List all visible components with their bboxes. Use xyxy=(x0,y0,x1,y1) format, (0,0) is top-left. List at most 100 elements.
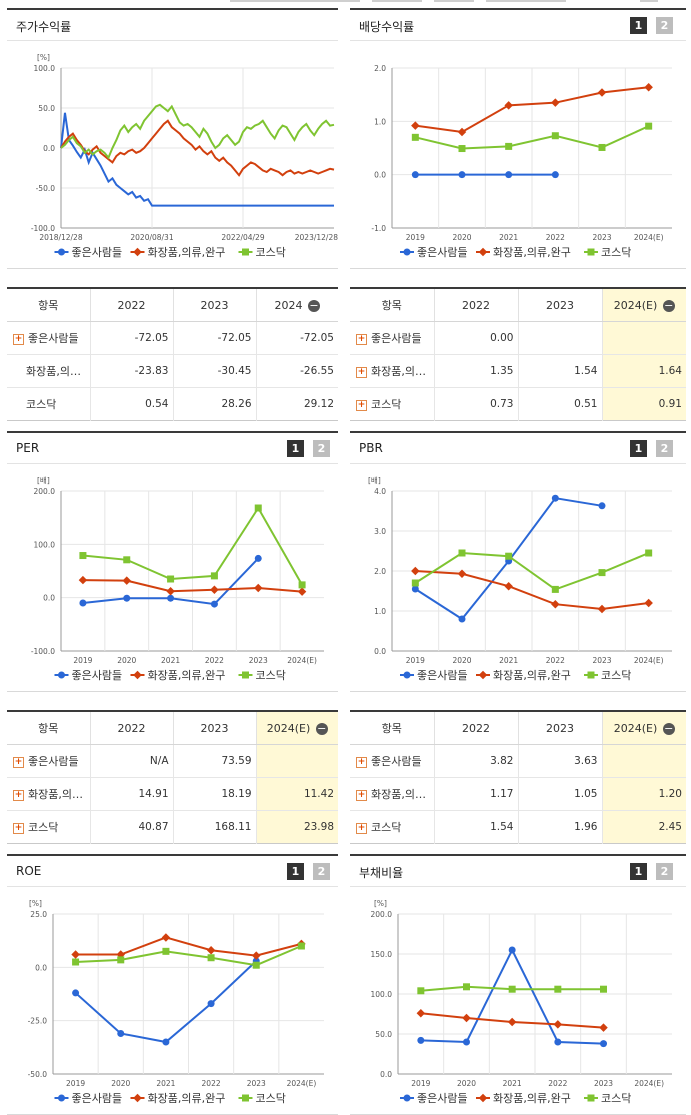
data-point xyxy=(505,552,513,560)
x-tick-label: 2020 xyxy=(457,1079,476,1088)
value-cell xyxy=(601,321,686,355)
header-item: 항목 xyxy=(7,711,90,745)
data-point xyxy=(462,1013,471,1023)
legend-label: 코스닥 xyxy=(256,669,286,682)
row-label: 화장품,의… xyxy=(28,788,83,801)
y-tick-label: 1.0 xyxy=(374,607,386,616)
x-tick-label: 2021 xyxy=(499,656,518,665)
value-cell: 1.96 xyxy=(517,810,602,844)
data-point xyxy=(457,127,467,137)
row-label: 화장품,의… xyxy=(26,365,81,378)
top-tab-segment[interactable] xyxy=(486,0,566,2)
row-name-cell: + 좋은사람들 xyxy=(7,744,90,778)
value-cell: N/A xyxy=(89,744,173,778)
data-point xyxy=(505,142,513,150)
series-line xyxy=(60,103,335,160)
data-point xyxy=(597,88,607,97)
top-tab-segment[interactable] xyxy=(230,0,360,2)
expand-plus-icon[interactable]: + xyxy=(356,399,367,411)
view-1-button[interactable]: 1 xyxy=(287,440,304,457)
value-cell: 29.12 xyxy=(255,387,338,421)
expand-plus-icon[interactable]: + xyxy=(13,789,24,801)
view-1-button[interactable]: 1 xyxy=(630,17,647,34)
y-tick-label: 150.0 xyxy=(371,950,393,959)
collapse-column-icon[interactable]: − xyxy=(308,298,320,312)
y-tick-label: 100.0 xyxy=(371,990,393,999)
legend-marker xyxy=(403,1094,411,1102)
data-point xyxy=(644,82,653,92)
x-tick-label: 2020 xyxy=(452,233,471,242)
legend-item: 코스닥 xyxy=(584,669,631,682)
legend-marker xyxy=(133,247,142,257)
expand-plus-icon[interactable]: + xyxy=(356,789,367,801)
top-tab-segment[interactable] xyxy=(434,0,474,2)
y-tick-label: 100.0 xyxy=(34,64,56,73)
per-table: 항목 2022 2023 2024(E) − + 좋은사람들 N/A 73.59 … xyxy=(7,710,338,844)
data-point xyxy=(458,171,466,179)
data-point xyxy=(551,132,559,140)
data-point xyxy=(210,585,219,594)
value-cell: 18.19 xyxy=(172,777,256,811)
x-tick-label: 2018/12/28 xyxy=(39,233,82,242)
header-year: 2023 xyxy=(172,711,256,745)
collapse-column-icon[interactable]: − xyxy=(662,721,675,735)
series-line xyxy=(415,125,650,150)
x-tick-label: 2023 xyxy=(592,656,611,665)
value-cell: -30.45 xyxy=(172,354,256,388)
data-point xyxy=(79,552,87,560)
row-label: 화장품,의… xyxy=(371,788,426,801)
panel-title: PBR xyxy=(359,441,383,455)
table-header-row: 항목 2022 2023 2024 − xyxy=(7,288,338,322)
view-1-button[interactable]: 1 xyxy=(287,863,304,880)
legend-item: 코스닥 xyxy=(584,246,631,259)
view-2-button[interactable]: 2 xyxy=(656,863,673,880)
y-tick-label: -50.0 xyxy=(36,184,56,193)
table-row: + 좋은사람들 3.82 3.63 xyxy=(350,744,686,778)
panel-title: 배당수익률 xyxy=(359,20,415,34)
legend-marker xyxy=(58,671,65,679)
header-year: 2023 xyxy=(517,711,602,745)
legend-marker xyxy=(478,247,488,257)
table-header-row: 항목 2022 2023 2024(E) − xyxy=(350,288,686,322)
legend-marker xyxy=(133,670,142,680)
legend-label: 좋은사람들 xyxy=(417,1092,468,1105)
expand-plus-icon[interactable]: + xyxy=(356,822,367,834)
expand-plus-icon[interactable]: + xyxy=(13,756,24,768)
view-1-button[interactable]: 1 xyxy=(630,440,647,457)
value-cell: 1.17 xyxy=(433,777,518,811)
data-point xyxy=(206,946,216,955)
view-1-button[interactable]: 1 xyxy=(630,863,647,880)
view-2-button[interactable]: 2 xyxy=(656,17,673,34)
value-cell: 2.45 xyxy=(601,810,686,844)
view-2-button[interactable]: 2 xyxy=(313,863,330,880)
data-point xyxy=(117,956,125,964)
view-2-button[interactable]: 2 xyxy=(656,440,673,457)
legend-marker xyxy=(478,1093,488,1103)
legend-item: 화장품,의류,완구 xyxy=(130,1092,225,1105)
collapse-column-icon[interactable]: − xyxy=(315,721,328,735)
data-point xyxy=(463,983,470,991)
value-cell: 1.54 xyxy=(433,810,518,844)
y-tick-label: -1.0 xyxy=(371,224,386,233)
data-point xyxy=(457,569,467,579)
collapse-column-icon[interactable]: − xyxy=(662,298,675,312)
expand-plus-icon[interactable]: + xyxy=(13,333,24,345)
expand-plus-icon[interactable]: + xyxy=(356,366,367,378)
data-point xyxy=(167,594,175,602)
data-point xyxy=(598,143,606,151)
value-cell: 1.64 xyxy=(601,354,686,388)
expand-plus-icon[interactable]: + xyxy=(356,333,367,345)
data-point xyxy=(508,946,516,954)
row-label: 코스닥 xyxy=(26,398,57,411)
top-tab-segment[interactable] xyxy=(372,0,422,2)
row-name-cell: + 좋은사람들 xyxy=(350,321,434,355)
data-point xyxy=(252,951,261,960)
value-cell xyxy=(517,321,602,355)
y-tick-label: 4.0 xyxy=(374,487,386,496)
expand-plus-icon[interactable]: + xyxy=(356,756,367,768)
view-2-button[interactable]: 2 xyxy=(313,440,330,457)
y-axis-unit: [배] xyxy=(37,476,50,485)
expand-plus-icon[interactable]: + xyxy=(13,822,24,834)
top-tab-segment[interactable] xyxy=(640,0,658,2)
data-point xyxy=(78,575,88,585)
